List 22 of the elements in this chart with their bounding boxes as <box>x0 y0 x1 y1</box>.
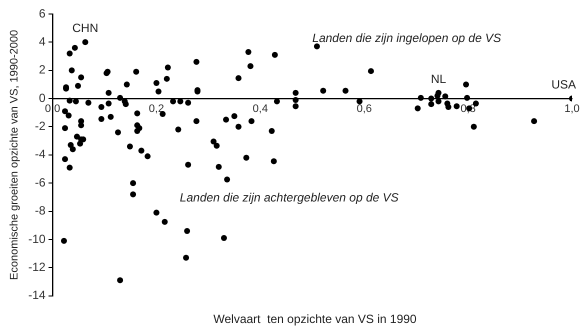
x-axis-title: Welvaart ten opzichte van VS in 1990 <box>212 312 418 326</box>
y-tick-label: 4 <box>38 34 46 48</box>
y-tick-label: 2 <box>38 62 46 77</box>
y-tick-label: -12 <box>28 260 46 274</box>
y-tick-label: -10 <box>28 232 46 246</box>
y-tick-label: -4 <box>34 147 46 162</box>
y-tick-label: -8 <box>34 204 46 218</box>
x-tick-label: 0,2 <box>148 103 164 116</box>
y-tick-label: 0 <box>38 90 46 105</box>
annotation: USA <box>551 78 576 92</box>
y-tick-label: -2 <box>34 119 46 134</box>
annotation: CHN <box>72 21 98 36</box>
y-tick-label: 6 <box>38 6 46 20</box>
x-tick-label: 0,4 <box>252 103 268 116</box>
x-tick-label: 1,0 <box>564 103 580 116</box>
x-tick-label: 0,6 <box>356 103 372 116</box>
annotation: Landen die zijn achtergebleven op de VS <box>180 190 399 204</box>
y-axis-title: Economische groeiten opzichte van VS, 1990-2000 <box>8 30 21 280</box>
annotation: Landen die zijn ingelopen op de VS <box>312 31 502 46</box>
annotation: NL <box>430 72 446 86</box>
y-tick-label: -14 <box>28 288 46 302</box>
y-tick-label: -6 <box>34 175 46 190</box>
